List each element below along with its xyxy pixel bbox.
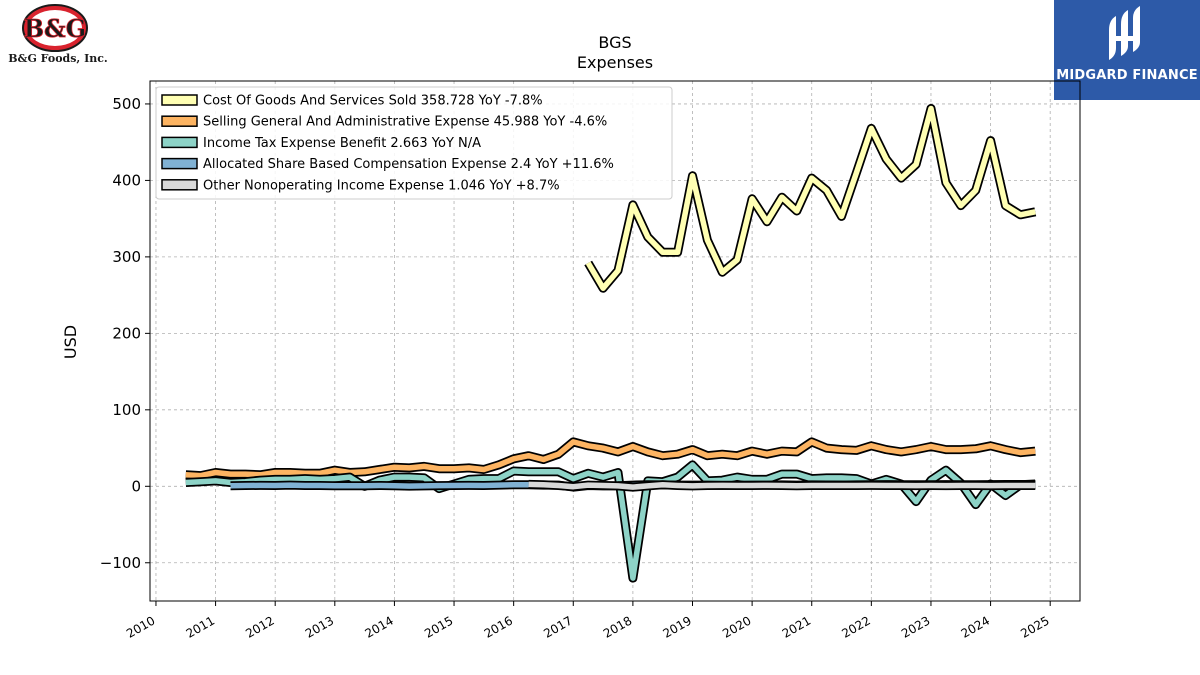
x-tick-label: 2024 [959, 613, 992, 640]
legend-swatch-2 [161, 136, 198, 149]
y-axis-ticks: −100 0 100 200 300 400 500 [100, 95, 150, 572]
bg-foods-emblem: B&G [22, 4, 88, 52]
plot-frame [149, 80, 1081, 602]
legend-label-3: Allocated Share Based Compensation Expen… [203, 157, 614, 172]
y-tick-label: 300 [112, 248, 141, 266]
bg-foods-name: B&G Foods, Inc. [8, 52, 108, 65]
legend-label-4: Other Nonoperating Income Expense 1.046 … [203, 178, 560, 193]
series-line-0 [585, 105, 1036, 291]
series-lines [185, 104, 1037, 583]
x-tick-label: 2020 [720, 613, 753, 640]
series-line-1 [185, 439, 1036, 479]
x-tick-label: 2014 [362, 613, 395, 640]
x-tick-label: 2011 [184, 613, 217, 640]
legend-box [155, 86, 673, 200]
x-tick-label: 2018 [601, 613, 634, 640]
x-tick-label: 2023 [899, 613, 932, 640]
midgard-finance-emblem [1109, 6, 1140, 60]
y-axis-label: USD [61, 325, 80, 359]
x-axis-ticks: 2010 2011 2012 2013 2014 2015 2016 2017 2018 2019… [124, 601, 1052, 641]
x-tick-label: 2022 [839, 613, 872, 640]
x-tick-label: 2016 [482, 613, 515, 640]
legend: Cost Of Goods And Services Sold 358.728 … [155, 86, 673, 200]
x-tick-label: 2010 [124, 613, 157, 640]
legend-label-2: Income Tax Expense Benefit 2.663 YoY N/A [203, 136, 481, 151]
midgard-finance-name: MIDGARD FINANCE [1056, 68, 1198, 83]
x-tick-label: 2025 [1018, 613, 1051, 640]
y-tick-label: 100 [112, 401, 141, 419]
bg-foods-logo: B&G B&G Foods, Inc. [0, 0, 120, 75]
series-line-4 [528, 481, 1036, 490]
chart-subtitle: Expenses [577, 53, 653, 72]
x-tick-label: 2013 [303, 613, 336, 640]
x-tick-label: 2015 [422, 613, 455, 640]
y-tick-label: 0 [131, 477, 141, 495]
legend-swatch-0 [161, 94, 198, 106]
legend-swatch-3 [161, 157, 198, 170]
x-tick-label: 2019 [661, 613, 694, 640]
midgard-finance-logo: MIDGARD FINANCE [1054, 0, 1200, 100]
bg-foods-mark: B&G [24, 14, 86, 43]
y-tick-label: 200 [112, 324, 141, 342]
chart-title: BGS [598, 33, 631, 52]
x-tick-label: 2017 [541, 613, 574, 640]
legend-label-1: Selling General And Administrative Expen… [203, 115, 607, 130]
y-tick-label: 400 [112, 171, 141, 189]
x-tick-label: 2021 [780, 613, 813, 640]
y-tick-label: −100 [100, 554, 141, 572]
y-tick-label: 500 [112, 95, 141, 113]
legend-label-0: Cost Of Goods And Services Sold 358.728 … [203, 94, 543, 109]
x-tick-label: 2012 [243, 613, 276, 640]
legend-swatch-1 [161, 115, 198, 127]
legend-swatch-4 [161, 179, 198, 191]
